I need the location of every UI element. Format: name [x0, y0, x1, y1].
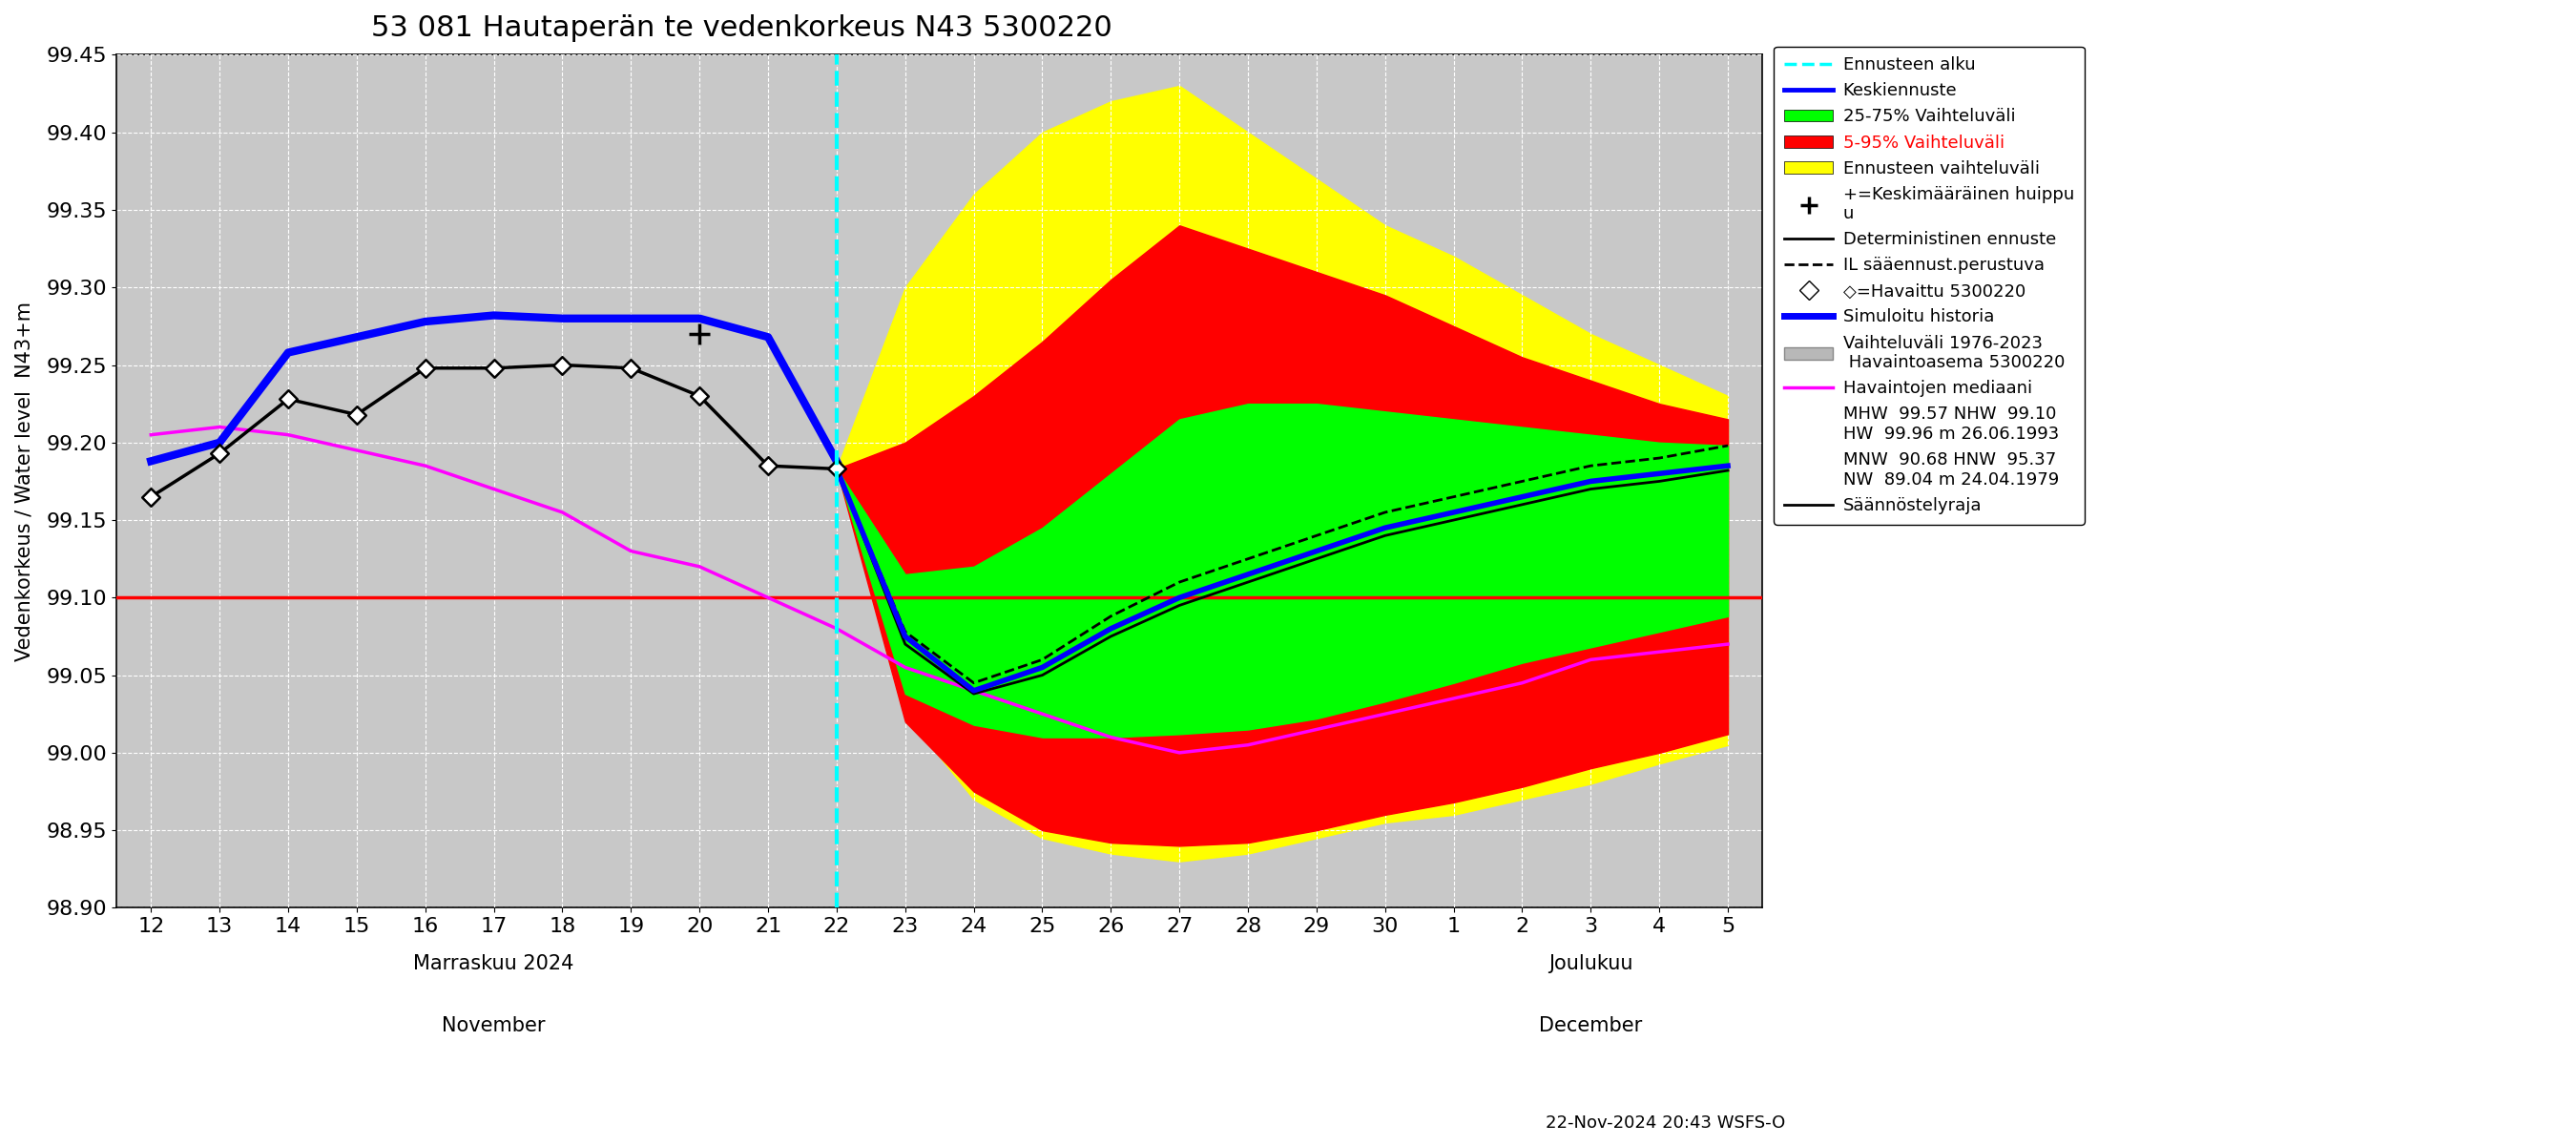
Point [680, 387, 721, 405]
Point [817, 460, 858, 479]
Point [268, 390, 309, 409]
Text: Joulukuu: Joulukuu [1548, 954, 1633, 973]
Point [335, 405, 376, 424]
Y-axis label: Vedenkorkeus / Water level  N43+m: Vedenkorkeus / Water level N43+m [15, 301, 33, 661]
Title: 53 081 Hautaperän te vedenkorkeus N43 5300220: 53 081 Hautaperän te vedenkorkeus N43 53… [371, 14, 1113, 42]
Text: Marraskuu 2024: Marraskuu 2024 [415, 954, 574, 973]
Legend: Ennusteen alku, Keskiennuste, 25-75% Vaihteluväli, 5-95% Vaihteluväli, Ennusteen: Ennusteen alku, Keskiennuste, 25-75% Vai… [1775, 46, 2084, 524]
Point [131, 488, 173, 506]
Point [198, 444, 240, 463]
Point [474, 358, 515, 377]
Point [611, 358, 652, 377]
Point [541, 356, 582, 374]
Point [404, 358, 446, 377]
Text: December: December [1538, 1017, 1643, 1035]
Text: November: November [443, 1017, 546, 1035]
Point [747, 457, 788, 475]
Text: 22-Nov-2024 20:43 WSFS-O: 22-Nov-2024 20:43 WSFS-O [1546, 1114, 1785, 1131]
